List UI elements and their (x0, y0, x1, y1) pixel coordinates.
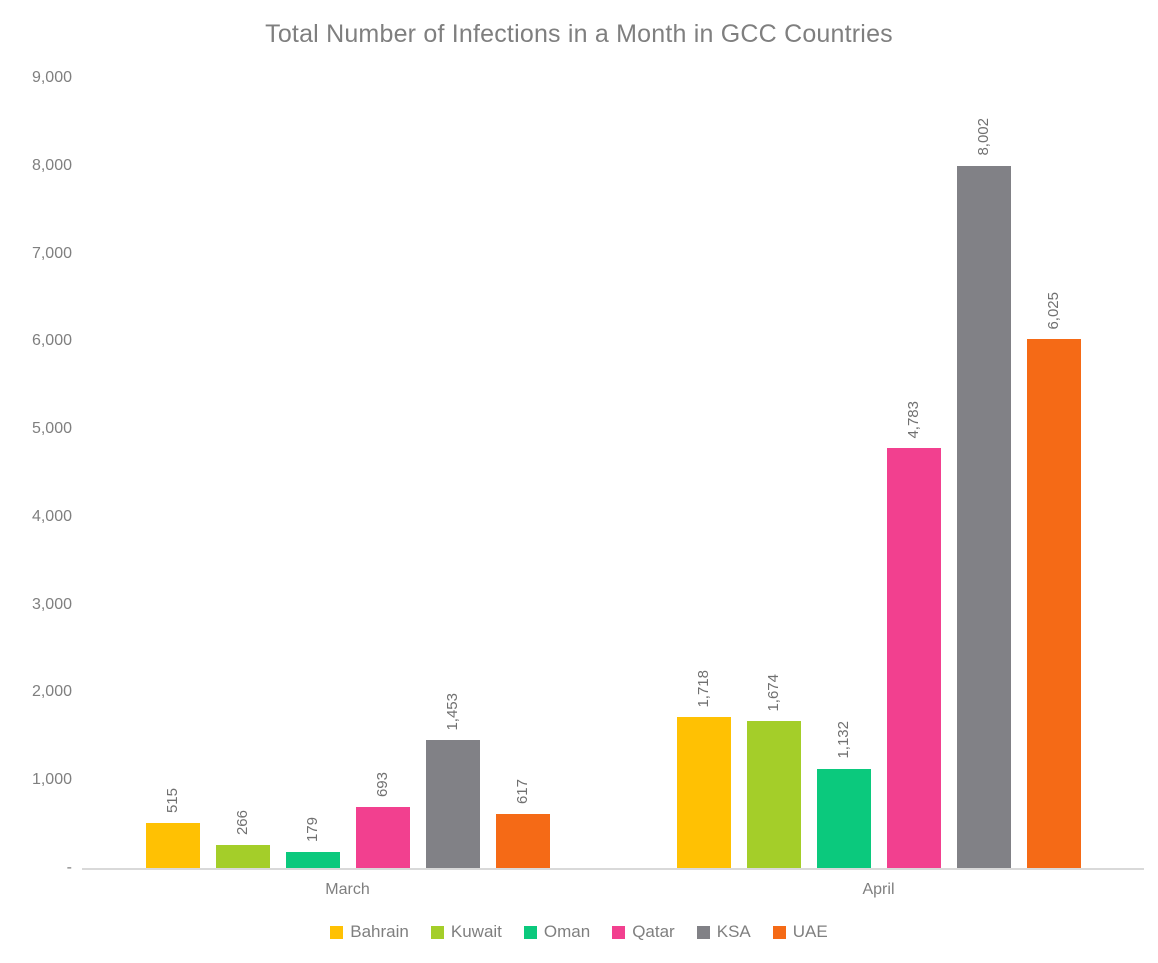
y-tick-label: 6,000 (31, 332, 72, 350)
bar-groups: 515 266 179 693 1,453 617 1,718 1,674 1,132 4,783… (82, 78, 1144, 868)
bar-bahrain-april (676, 717, 731, 868)
y-axis: 9,000 8,000 7,000 6,000 5,000 4,000 3,000 2,000… (8, 70, 72, 876)
bar-column-uae-march: 617 (495, 78, 550, 868)
bar-column-bahrain-april: 1,718 (676, 78, 731, 868)
y-tick-label: 4,000 (31, 507, 72, 525)
bar-oman-april (816, 768, 871, 868)
y-tick-label: 1,000 (31, 771, 72, 789)
legend-label-bahrain: Bahrain (350, 922, 409, 941)
bar-group-march: 515 266 179 693 1,453 617 (82, 78, 613, 868)
y-tick-label: 7,000 (31, 244, 72, 262)
bar-column-kuwait-march: 266 (215, 78, 270, 868)
legend-label-uae: UAE (792, 922, 828, 941)
y-tick-label: 8,000 (31, 156, 72, 174)
y-tick-label: 3,000 (31, 595, 72, 613)
bar-kuwait-march (215, 844, 270, 868)
bar-ksa-march (425, 740, 480, 868)
legend-item-oman: Oman (523, 922, 591, 942)
bar-uae-april (1026, 339, 1081, 868)
category-label-march: March (325, 881, 370, 898)
legend-item-qatar: Qatar (612, 922, 675, 942)
bar-kuwait-april (746, 721, 801, 868)
bar-column-qatar-march: 693 (355, 78, 410, 868)
data-label: 179 (304, 817, 321, 843)
data-label: 693 (374, 772, 391, 798)
legend-item-kuwait: Kuwait (430, 922, 502, 942)
bar-column-uae-april: 6,025 (1026, 78, 1081, 868)
bar-uae-march (495, 813, 550, 868)
legend-swatch-kuwait-icon (430, 925, 444, 939)
data-label: 8,002 (975, 118, 992, 156)
legend-swatch-ksa-icon (696, 925, 710, 939)
legend-item-uae: UAE (772, 922, 828, 942)
legend-item-ksa: KSA (696, 922, 751, 942)
legend: Bahrain Kuwait Oman Qatar KSA UAE (0, 922, 1158, 942)
chart-title: Total Number of Infections in a Month in… (265, 20, 893, 48)
legend-swatch-bahrain-icon (330, 925, 344, 939)
bar-group-april: 1,718 1,674 1,132 4,783 8,002 6,025 (613, 78, 1144, 868)
bar-column-ksa-march: 1,453 (425, 78, 480, 868)
y-tick-label: 2,000 (31, 683, 72, 701)
bar-column-ksa-april: 8,002 (956, 78, 1011, 868)
bar-column-bahrain-march: 515 (145, 78, 200, 868)
data-label: 266 (234, 809, 251, 835)
plot-area: 515 266 179 693 1,453 617 1,718 1,674 1,132 4,783… (82, 78, 1144, 870)
bar-column-kuwait-april: 1,674 (746, 78, 801, 868)
x-axis-labels: March April (82, 881, 1144, 899)
data-label: 1,674 (765, 673, 782, 712)
bar-oman-march (285, 852, 340, 868)
bar-column-oman-march: 179 (285, 78, 340, 868)
legend-label-qatar: Qatar (632, 922, 675, 941)
data-label: 6,025 (1045, 291, 1062, 330)
bar-qatar-march (355, 807, 410, 868)
bar-column-qatar-april: 4,783 (886, 78, 941, 868)
legend-swatch-oman-icon (523, 925, 537, 939)
data-label: 4,783 (905, 400, 922, 439)
legend-label-oman: Oman (543, 922, 591, 941)
category-label-april: April (862, 881, 895, 898)
bar-ksa-april (956, 165, 1011, 868)
legend-swatch-uae-icon (772, 925, 786, 939)
bar-column-oman-april: 1,132 (816, 78, 871, 868)
data-label: 515 (164, 787, 181, 813)
legend-label-ksa: KSA (716, 922, 751, 941)
data-label: 1,132 (835, 721, 852, 759)
bar-bahrain-march (145, 822, 200, 868)
legend-swatch-qatar-icon (612, 925, 626, 939)
bar-qatar-april (886, 448, 941, 868)
legend-label-kuwait: Kuwait (450, 922, 502, 941)
y-tick-label: 5,000 (31, 420, 72, 438)
data-label: 617 (514, 778, 531, 804)
legend-item-bahrain: Bahrain (330, 922, 409, 942)
y-tick-label: - (66, 859, 72, 876)
y-tick-label: 9,000 (31, 69, 72, 86)
data-label: 1,453 (444, 692, 461, 731)
data-label: 1,718 (695, 669, 712, 708)
